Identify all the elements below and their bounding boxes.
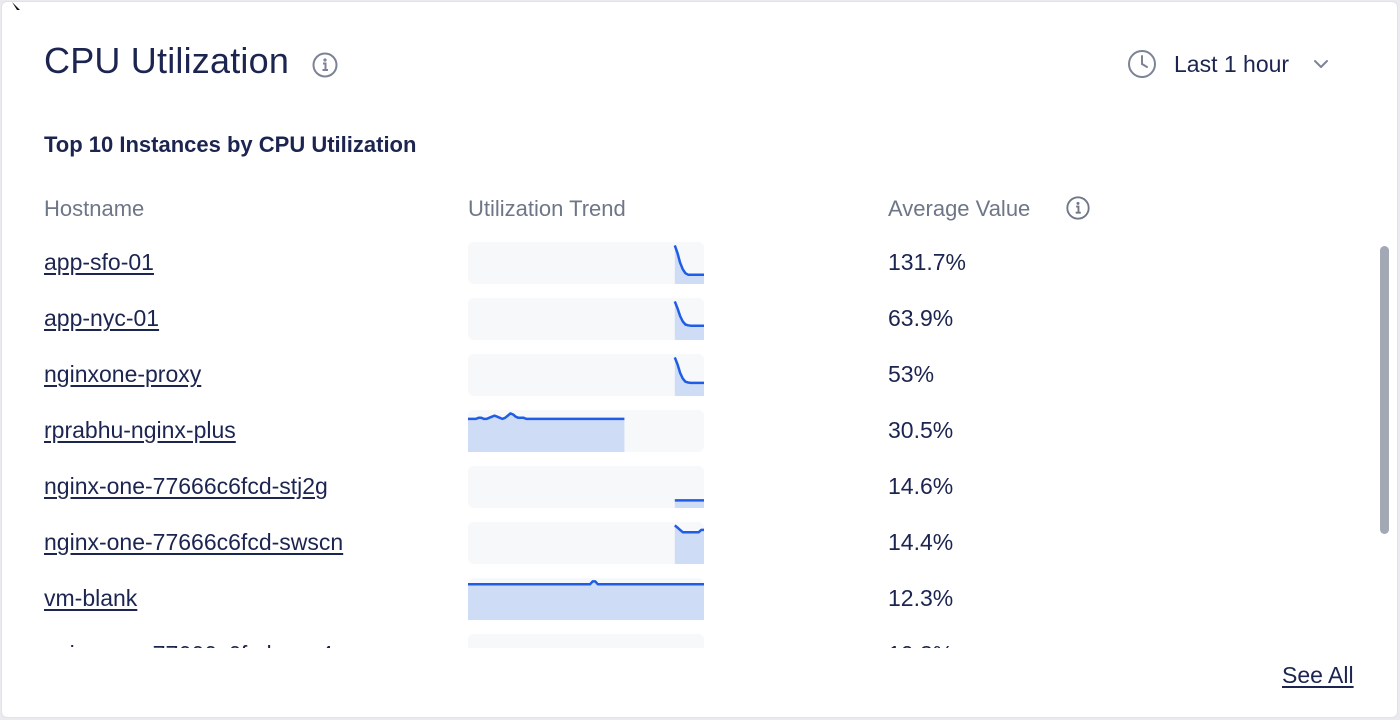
sparkline-area <box>468 413 625 452</box>
average-value: 14.6% <box>888 473 954 499</box>
table-row: app-sfo-01 131.7% <box>2 242 1378 298</box>
sparkline-line <box>673 244 704 276</box>
average-value: 14.4% <box>888 529 954 555</box>
average-value: 53% <box>888 361 935 387</box>
card-title: CPU Utilization <box>44 40 290 81</box>
utilization-sparkline <box>468 578 704 620</box>
sparkline-area <box>674 500 704 508</box>
sparkline-line <box>674 524 704 534</box>
sparkline-area <box>674 525 704 564</box>
table-row: rprabhu-nginx-plus 30.5% <box>2 410 1378 466</box>
table-row: nginx-one-77666c6fcd-swscn 14.4% <box>2 522 1378 578</box>
hostname-link[interactable]: rprabhu-nginx-plus <box>44 417 236 443</box>
utilization-sparkline <box>468 410 704 452</box>
hostname-link[interactable]: nginxone-proxy <box>44 361 202 387</box>
utilization-sparkline <box>468 466 704 508</box>
average-value: 63.9% <box>888 305 954 331</box>
column-header-hostname: Hostname <box>44 196 145 221</box>
table-row: app-nyc-01 63.9% <box>2 298 1378 354</box>
average-value: 131.7% <box>888 249 967 275</box>
average-value: 12.3% <box>888 585 954 611</box>
see-all-link[interactable]: See All <box>1282 662 1354 688</box>
hostname-link[interactable]: app-sfo-01 <box>44 249 154 275</box>
hostname-link[interactable]: nginx-one-77666c6fcd-swscn <box>44 529 344 555</box>
sparkline-background <box>468 522 704 564</box>
scrollbar-thumb[interactable] <box>1380 246 1389 534</box>
clock-icon <box>1128 50 1156 78</box>
table-row: vm-blank 12.3% <box>2 578 1378 634</box>
sparkline-background <box>468 354 704 396</box>
average-value: 10.3% <box>888 641 953 648</box>
table-row: nginxone-proxy 53% <box>2 354 1378 410</box>
time-range-label: Last 1 hour <box>1174 50 1290 77</box>
chevron-down-icon <box>1314 60 1329 68</box>
utilization-sparkline <box>468 354 704 396</box>
sparkline-line <box>673 356 704 385</box>
hostname-link[interactable]: nginx-one-77666c6fcd-stj2g <box>44 473 328 499</box>
column-header-utilization-trend: Utilization Trend <box>468 196 626 221</box>
sparkline-background <box>468 298 704 340</box>
sparkline-area <box>468 581 704 620</box>
utilization-sparkline <box>468 634 704 648</box>
sparkline-line <box>468 412 625 421</box>
utilization-sparkline <box>468 522 704 564</box>
section-subtitle: Top 10 Instances by CPU Utilization <box>44 132 417 157</box>
instance-list[interactable]: app-sfo-01 131.7% app-nyc-01 63.9% nginxone-… <box>2 242 1378 648</box>
sparkline-area <box>674 301 704 340</box>
hostname-link[interactable]: app-nyc-01 <box>44 305 160 331</box>
info-circle-icon[interactable] <box>311 51 339 79</box>
sparkline-area <box>674 245 704 284</box>
info-circle-icon[interactable] <box>1065 195 1091 221</box>
sparkline-line <box>673 300 704 327</box>
time-range-dropdown[interactable]: Last 1 hour <box>1126 46 1331 82</box>
table-row: nginx-one-77666c6fcd-stj2g 14.6% <box>2 466 1378 522</box>
hostname-link[interactable]: vm-blank <box>44 585 138 611</box>
utilization-sparkline <box>468 242 704 284</box>
column-header-average-value: Average Value <box>888 196 1031 221</box>
sparkline-background <box>468 466 704 508</box>
utilization-sparkline <box>468 298 704 340</box>
hostname-link[interactable]: nginx-one-77666c6fcd-xwq4m <box>44 641 352 648</box>
average-value: 30.5% <box>888 417 954 443</box>
sparkline-background <box>468 634 704 648</box>
sparkline-background <box>468 242 704 284</box>
table-row: nginx-one-77666c6fcd-xwq4m 10.3% <box>2 634 1378 648</box>
sparkline-area <box>674 357 704 396</box>
sparkline-line <box>468 580 704 586</box>
mouse-cursor-icon <box>12 2 20 10</box>
